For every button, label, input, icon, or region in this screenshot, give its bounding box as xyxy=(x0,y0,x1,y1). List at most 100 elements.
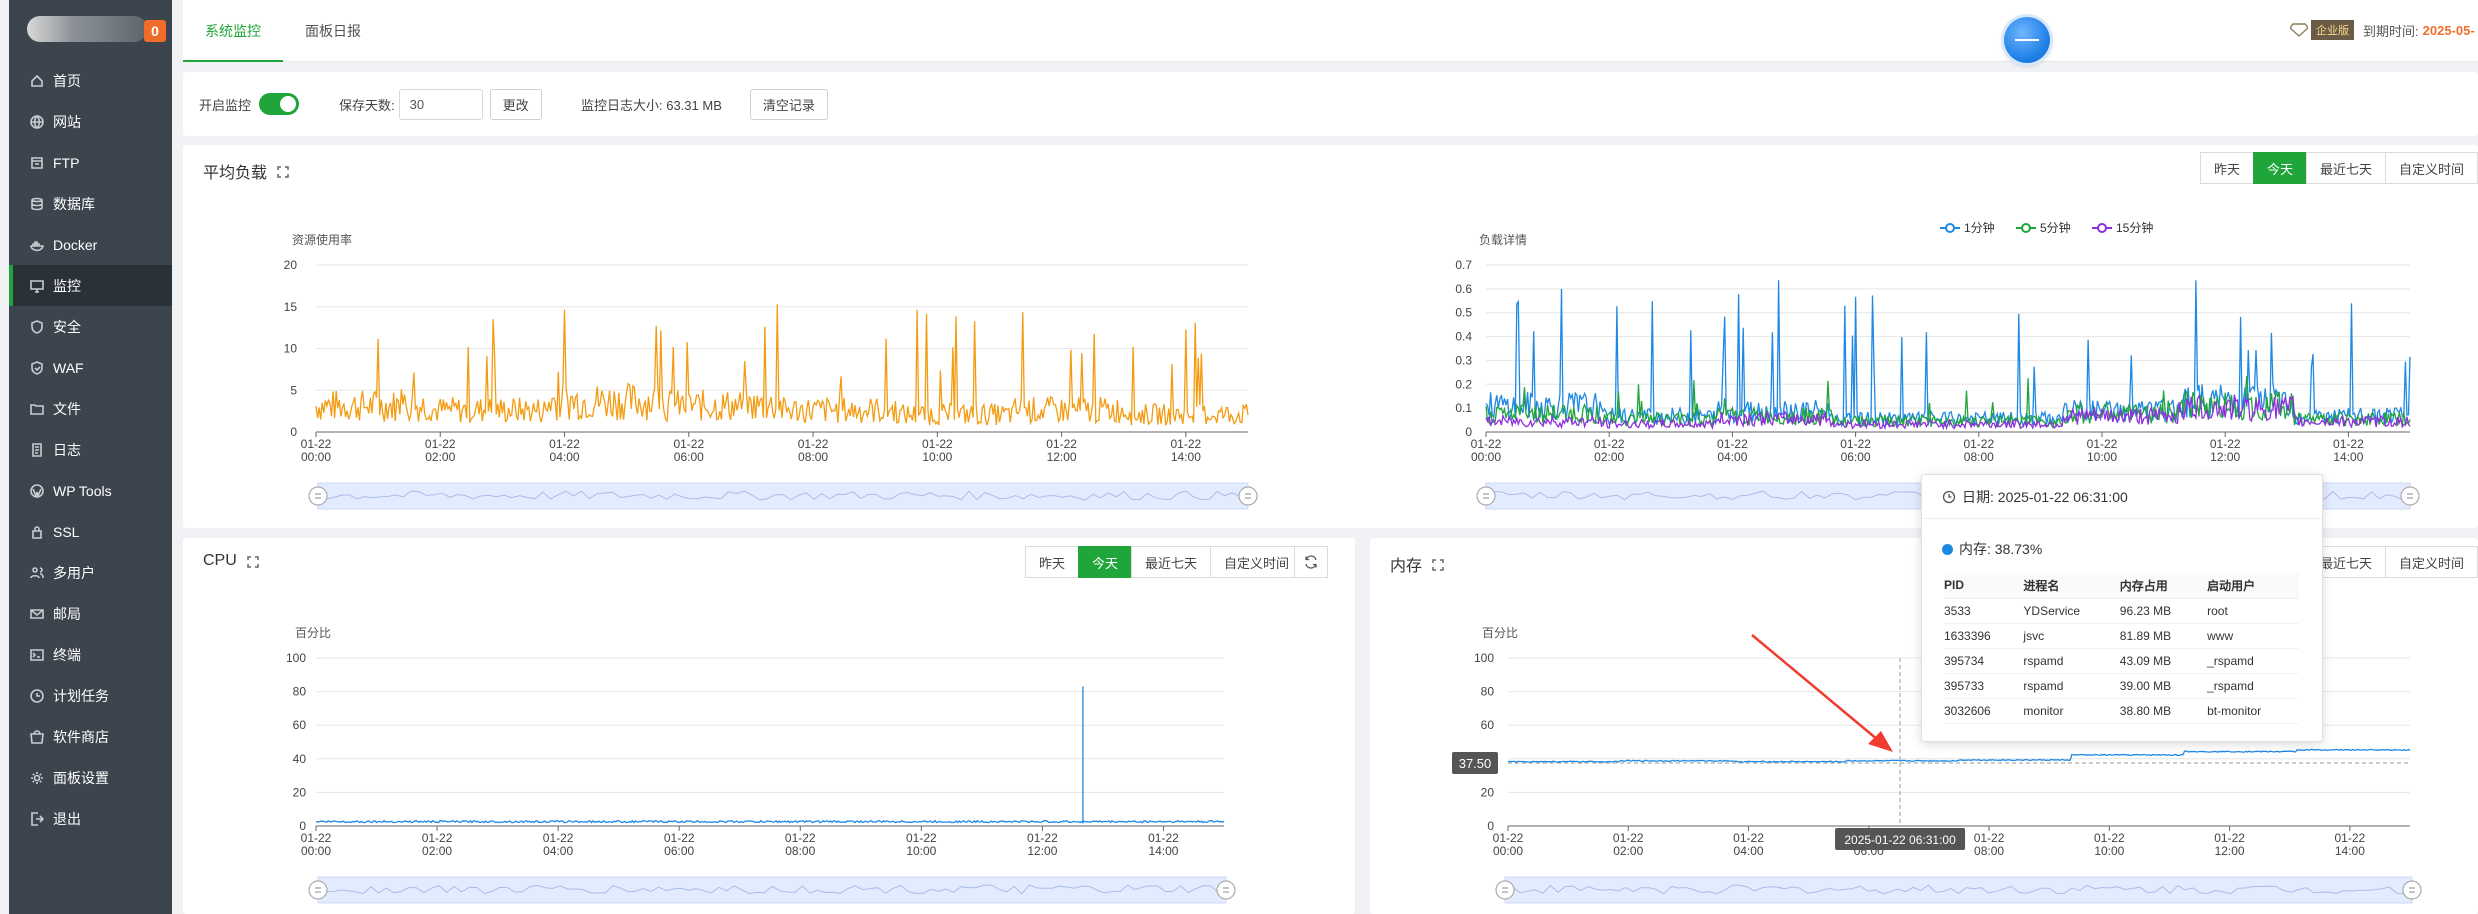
expire-date: 2025-05- xyxy=(2422,22,2475,38)
range-button-1[interactable]: 今天 xyxy=(2252,152,2307,184)
cpu-title-text: CPU xyxy=(203,552,237,569)
retention-input[interactable] xyxy=(398,88,483,120)
monitor-toggle-group: 开启监控 xyxy=(199,72,300,136)
process-cell: 38.80 MB xyxy=(2119,698,2208,724)
docker-icon xyxy=(29,237,44,252)
process-cell: 3533 xyxy=(1944,598,2024,624)
clock-icon xyxy=(1942,490,1956,503)
terminal-icon xyxy=(29,647,44,662)
database-icon xyxy=(29,196,44,211)
sidebar-item-label: 多用户 xyxy=(53,564,95,581)
sidebar-item-1[interactable]: 网站 xyxy=(9,101,172,142)
monitor-toggle[interactable] xyxy=(259,93,300,115)
tooltip-memory: 内存: 38.73% xyxy=(1922,519,2322,559)
sidebar-item-5[interactable]: 监控 xyxy=(9,265,172,306)
process-row: 3032606 monitor 38.80 MB bt-monitor xyxy=(1944,698,2299,724)
sidebar-item-15[interactable]: 计划任务 xyxy=(9,675,172,716)
sidebar-item-label: SSL xyxy=(53,523,80,540)
sidebar-item-label: 计划任务 xyxy=(53,687,109,704)
floating-assistant-button[interactable] xyxy=(2004,17,2050,63)
range-button-3[interactable]: 自定义时间 xyxy=(2384,546,2478,578)
load-range-buttons: 昨天 今天 最近七天 自定义时间 xyxy=(2199,152,2478,184)
sidebar-item-label: WP Tools xyxy=(53,482,112,499)
retention-group: 保存天数: 更改 xyxy=(339,72,542,136)
cpu-panel: CPU 昨天 今天 最近七天 自定义时间 xyxy=(183,538,1355,914)
sidebar-item-label: 文件 xyxy=(53,400,81,417)
expand-icon[interactable] xyxy=(247,555,259,568)
sidebar-item-14[interactable]: 终端 xyxy=(9,634,172,675)
process-cell: rspamd xyxy=(2023,673,2120,699)
memory-title: 内存 xyxy=(1390,552,1444,576)
process-cell: 1633396 xyxy=(1944,623,2024,649)
sidebar-item-label: 监控 xyxy=(53,277,81,294)
expand-icon[interactable] xyxy=(277,165,289,178)
load-title-text: 平均负载 xyxy=(203,165,268,182)
cpu-range-buttons: 昨天 今天 最近七天 自定义时间 xyxy=(1025,546,1304,578)
store-icon xyxy=(29,729,44,744)
process-row: 1633396 jsvc 81.89 MB www xyxy=(1944,623,2299,649)
range-button-1[interactable]: 今天 xyxy=(1078,546,1133,578)
tab-system-monitor[interactable]: 系统监控 xyxy=(183,0,283,62)
process-cell: www xyxy=(2207,623,2299,649)
process-cell: 39.00 MB xyxy=(2119,673,2208,699)
sidebar-item-9[interactable]: 日志 xyxy=(9,429,172,470)
change-button[interactable]: 更改 xyxy=(489,88,542,120)
sidebar-item-12[interactable]: 多用户 xyxy=(9,552,172,593)
sidebar-item-17[interactable]: 面板设置 xyxy=(9,757,172,798)
expire-label: 到期时间: xyxy=(2363,23,2419,39)
process-cell: 395734 xyxy=(1944,648,2024,674)
sidebar-item-label: FTP xyxy=(53,154,80,171)
sidebar-item-13[interactable]: 邮局 xyxy=(9,593,172,634)
sidebar-item-10[interactable]: WP Tools xyxy=(9,470,172,511)
monitor-controls: 开启监控 保存天数: 更改 监控日志大小: 63.31 MB 清空记录 xyxy=(183,72,2478,136)
ftp-icon xyxy=(29,155,44,170)
load-panel: 平均负载 昨天 今天 最近七天 自定义时间 xyxy=(183,145,2478,528)
process-cell: 395733 xyxy=(1944,673,2024,699)
log-size: 监控日志大小: 63.31 MB 清空记录 xyxy=(581,72,828,136)
logout-icon xyxy=(29,811,44,826)
waf-icon xyxy=(29,360,44,375)
process-cell: 96.23 MB xyxy=(2119,598,2208,624)
server-name-blurred xyxy=(27,16,147,42)
expand-icon[interactable] xyxy=(1432,558,1444,571)
sidebar-item-11[interactable]: SSL xyxy=(9,511,172,552)
enterprise-info: 企业版 到期时间: 2025-05- xyxy=(2290,20,2475,40)
sidebar-item-0[interactable]: 首页 xyxy=(9,60,172,101)
sidebar-item-7[interactable]: WAF xyxy=(9,347,172,388)
top-bar: 系统监控 面板日报 xyxy=(183,0,2478,62)
sidebar-item-6[interactable]: 安全 xyxy=(9,306,172,347)
memory-series-dot xyxy=(1942,543,1953,555)
clear-records-button[interactable]: 清空记录 xyxy=(749,88,828,120)
sidebar-item-label: 网站 xyxy=(53,113,81,130)
process-cell: monitor xyxy=(2023,698,2120,724)
range-button-0[interactable]: 昨天 xyxy=(1025,546,1080,578)
process-table: PID 进程名 内存占用 启动用户 3533 YDService 96.23 MB root… xyxy=(1944,573,2299,724)
diamond-icon xyxy=(2290,23,2308,37)
gear-icon xyxy=(29,770,44,785)
tab-panel-daily[interactable]: 面板日报 xyxy=(305,23,361,39)
sidebar-item-18[interactable]: 退出 xyxy=(9,798,172,839)
sidebar-item-label: 终端 xyxy=(53,646,81,663)
process-row: 395733 rspamd 39.00 MB _rspamd xyxy=(1944,673,2299,699)
range-button-3[interactable]: 自定义时间 xyxy=(2384,152,2478,184)
sidebar-item-4[interactable]: Docker xyxy=(9,224,172,265)
range-button-2[interactable]: 最近七天 xyxy=(1131,546,1212,578)
refresh-button[interactable] xyxy=(1294,546,1328,578)
tooltip-memory-value: 内存: 38.73% xyxy=(1959,541,2043,557)
range-button-3[interactable]: 自定义时间 xyxy=(1210,546,1304,578)
wordpress-icon xyxy=(29,483,44,498)
sidebar-item-16[interactable]: 软件商店 xyxy=(9,716,172,757)
sidebar-item-label: WAF xyxy=(53,359,84,376)
sidebar-item-3[interactable]: 数据库 xyxy=(9,183,172,224)
sidebar-item-label: 面板设置 xyxy=(53,769,109,786)
sidebar-item-8[interactable]: 文件 xyxy=(9,388,172,429)
notification-badge[interactable]: 0 xyxy=(144,20,166,42)
sidebar-item-label: 软件商店 xyxy=(53,728,109,745)
process-cell: 81.89 MB xyxy=(2119,623,2208,649)
range-button-2[interactable]: 最近七天 xyxy=(2305,152,2386,184)
sidebar-item-label: 首页 xyxy=(53,72,81,89)
sidebar-nav: 首页网站 FTP 数据库 Docker 监控安全 WAF 文件日志 WP Tools SSL 多用… xyxy=(9,60,172,839)
home-icon xyxy=(29,73,44,88)
sidebar-item-2[interactable]: FTP xyxy=(9,142,172,183)
range-button-0[interactable]: 昨天 xyxy=(2199,152,2254,184)
